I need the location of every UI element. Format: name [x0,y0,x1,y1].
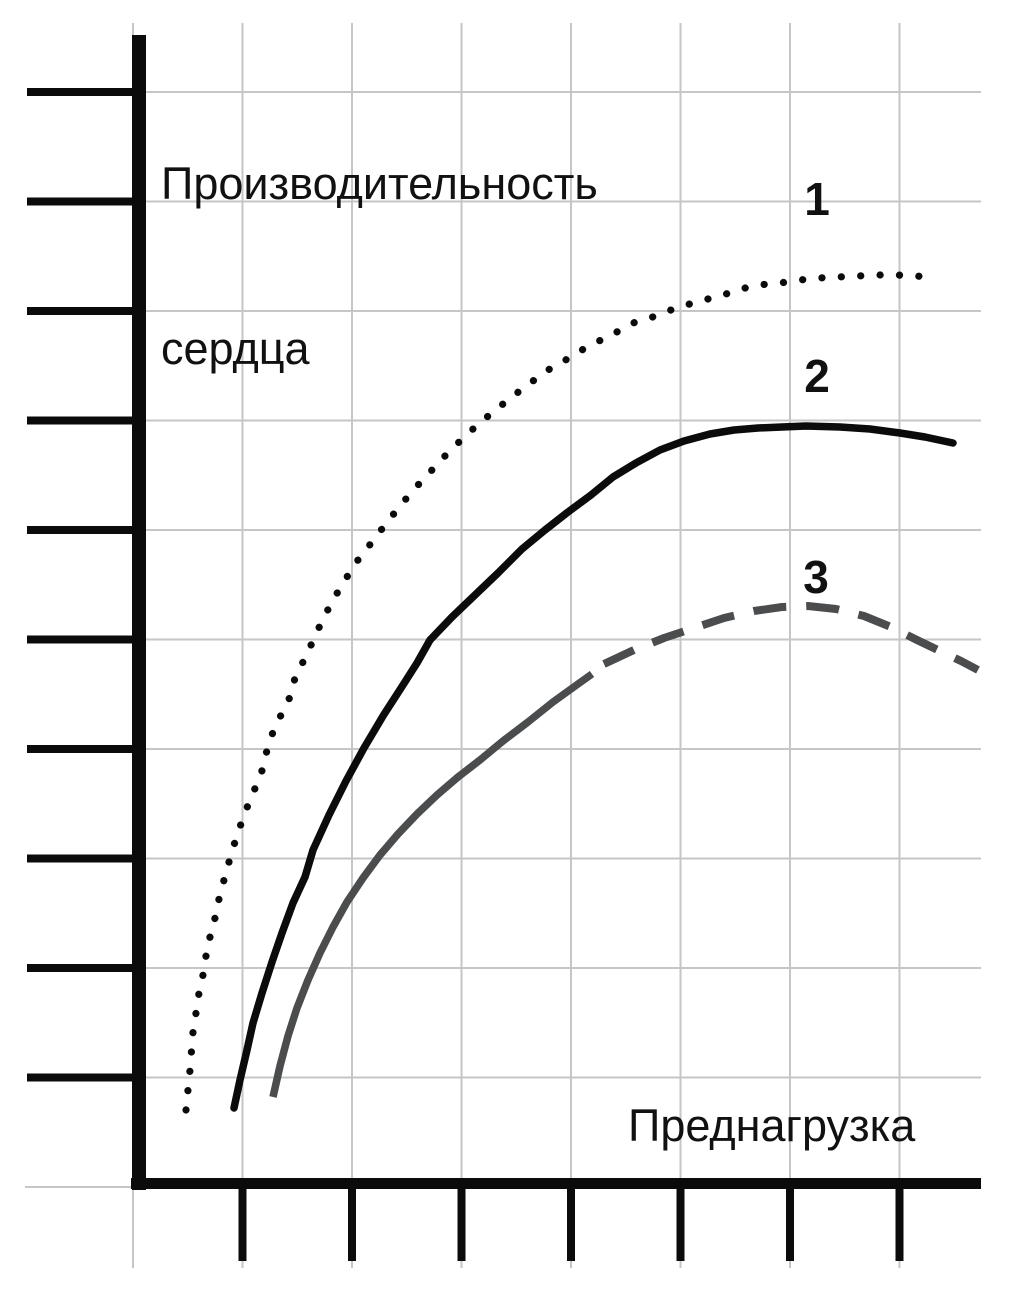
y-axis-title: Производительность сердца [161,46,598,486]
curve-3-solid-part [269,670,595,1098]
x-axis-title: Преднагрузка [628,1100,916,1151]
curve-3-dashed-part [602,602,980,674]
y-axis-title-line2: сердца [161,323,310,374]
curve-3-label: 3 [803,551,829,603]
x-axis [131,1178,981,1189]
curve-1-dotted [182,271,937,1114]
curve-2-solid [230,422,957,1112]
curve-1-label: 1 [804,173,830,225]
y-axis [132,35,146,1190]
y-axis-title-line1: Производительность [161,158,598,209]
curve-2-label: 2 [804,350,830,402]
